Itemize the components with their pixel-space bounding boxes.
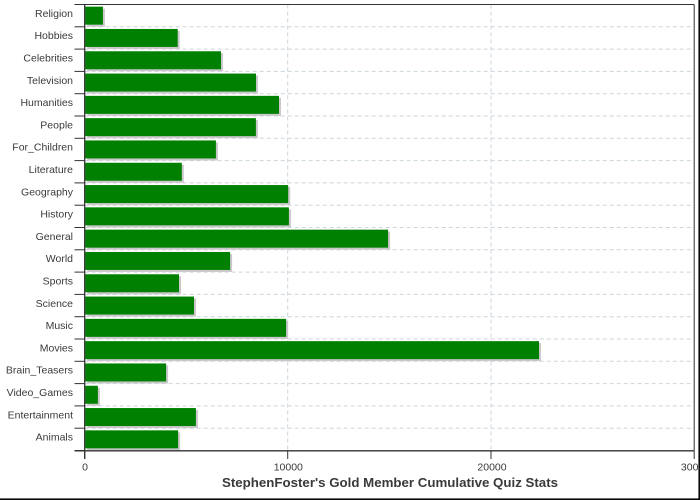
svg-text:Brain_Teasers: Brain_Teasers	[6, 365, 73, 377]
svg-text:Sports: Sports	[43, 275, 73, 287]
svg-text:Humanities: Humanities	[20, 97, 73, 109]
svg-text:General: General	[36, 231, 73, 243]
svg-text:People: People	[40, 119, 73, 131]
svg-text:Video_Games: Video_Games	[7, 387, 73, 399]
svg-text:30000: 30000	[681, 462, 700, 474]
svg-text:Science: Science	[36, 298, 74, 310]
svg-text:Animals: Animals	[36, 432, 73, 444]
svg-text:Television: Television	[27, 75, 73, 87]
svg-text:History: History	[40, 209, 73, 221]
svg-text:Literature: Literature	[29, 164, 74, 176]
svg-text:For_Children: For_Children	[12, 142, 73, 154]
svg-text:Geography: Geography	[21, 186, 74, 198]
svg-text:Music: Music	[46, 320, 73, 332]
svg-text:10000: 10000	[274, 462, 303, 474]
svg-text:Celebrities: Celebrities	[23, 52, 73, 64]
svg-text:StephenFoster's Gold Member Cu: StephenFoster's Gold Member Cumulative Q…	[222, 476, 558, 490]
svg-text:Religion: Religion	[35, 8, 73, 20]
svg-text:Movies: Movies	[40, 342, 73, 354]
svg-text:Hobbies: Hobbies	[34, 30, 73, 42]
svg-text:World: World	[46, 253, 73, 265]
svg-text:0: 0	[82, 462, 88, 474]
svg-text:Entertainment: Entertainment	[8, 409, 73, 421]
svg-text:20000: 20000	[477, 462, 506, 474]
